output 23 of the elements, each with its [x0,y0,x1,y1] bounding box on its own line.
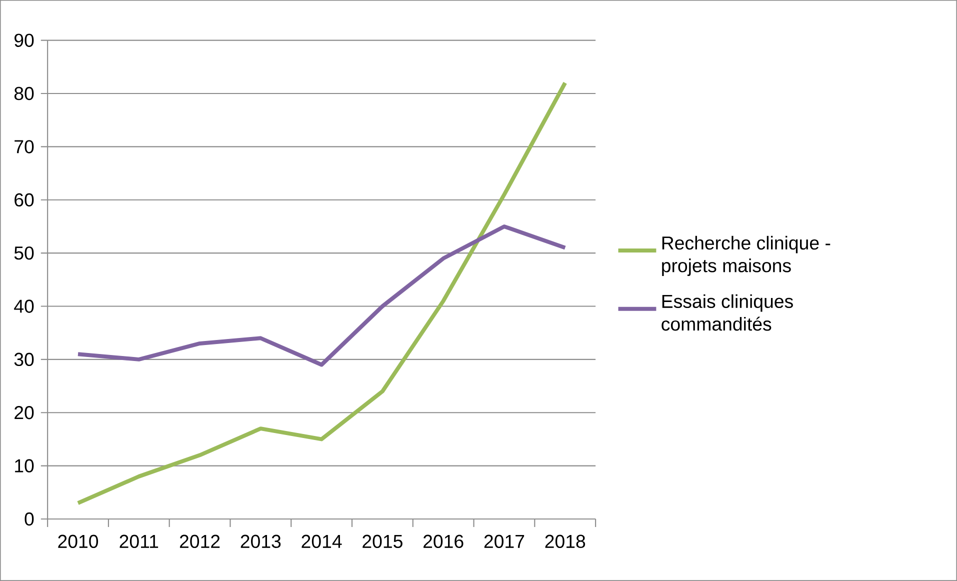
line-series [76,80,568,506]
legend-label: Recherche clinique - projets maisons [662,236,830,276]
x-tick-label: 2016 [424,534,464,548]
x-tick-label: 2014 [302,534,342,548]
y-tick-label: 40 [14,300,34,313]
x-tick-label: 2011 [120,534,158,548]
y-tick-label: 30 [14,352,34,366]
y-tick-label: 0 [24,512,34,526]
x-tick-label: 2013 [240,534,281,548]
y-tick-label: 90 [14,34,34,47]
x-tick-label: 2012 [180,534,220,548]
y-tick-label: 50 [14,246,34,260]
legend-label: Essais cliniques commandités [662,294,793,331]
x-tick-label: 2017 [484,534,524,548]
line-series [76,224,568,367]
y-tick-label: 10 [15,459,34,472]
y-tick-label: 70 [14,140,34,154]
y-tick-label: 60 [14,193,34,206]
x-tick-label: 2018 [545,534,586,548]
x-tick-label: 2010 [58,534,98,548]
y-tick-label: 80 [14,86,34,100]
y-tick-label: 20 [14,406,34,420]
x-tick-label: 2015 [362,534,402,548]
